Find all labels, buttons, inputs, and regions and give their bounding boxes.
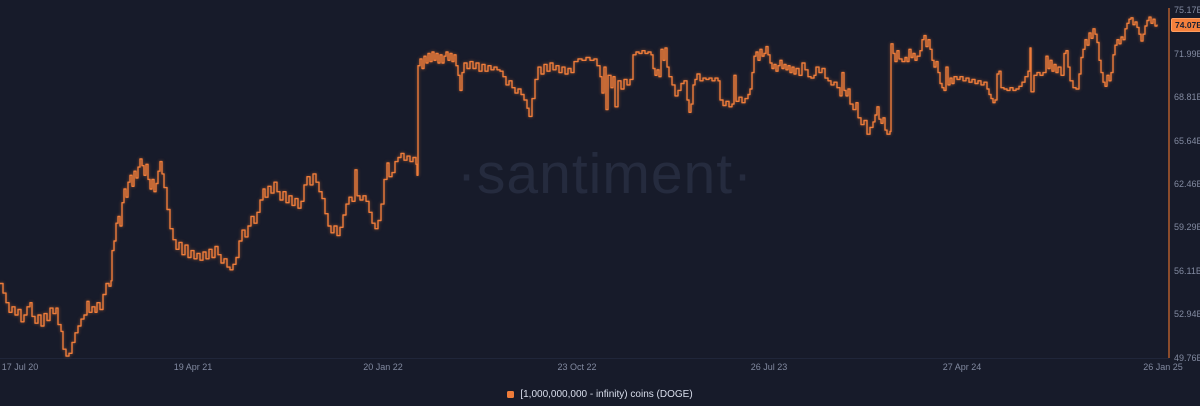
y-axis-label: 75.17B <box>1174 5 1200 15</box>
y-axis-label: 68.81B <box>1174 92 1200 103</box>
legend-label: [1,000,000,000 - infinity) coins (DOGE) <box>520 388 693 400</box>
x-axis-label: 19 Apr 21 <box>173 362 213 372</box>
x-axis-label: 20 Jan 22 <box>363 362 403 372</box>
latest-value-badge: 74.07B <box>1171 18 1200 33</box>
y-axis-label: 59.29B <box>1174 222 1200 233</box>
x-axis-label: 26 Jan 25 <box>1143 362 1183 372</box>
y-axis-label: 71.99B <box>1174 48 1200 59</box>
x-axis-label: 26 Jul 23 <box>750 362 788 372</box>
legend-color-swatch <box>507 390 515 398</box>
x-axis-label: 27 Apr 24 <box>942 362 982 372</box>
y-axis-label: 52.94B <box>1174 309 1200 320</box>
y-axis-label: 49.76B <box>1174 353 1200 363</box>
y-axis-label: 56.11B <box>1174 266 1200 277</box>
supply-distribution-line <box>0 16 1158 357</box>
santiment-watermark: ·santiment· <box>456 142 754 206</box>
x-axis-label: 17 Jul 20 <box>1 362 39 372</box>
x-axis-label: 23 Oct 22 <box>557 362 597 372</box>
legend-item-doge-supply[interactable]: [1,000,000,000 - infinity) coins (DOGE) <box>0 386 1200 402</box>
y-axis-label: 65.64B <box>1174 135 1200 146</box>
y-axis-label: 62.46B <box>1174 179 1200 190</box>
